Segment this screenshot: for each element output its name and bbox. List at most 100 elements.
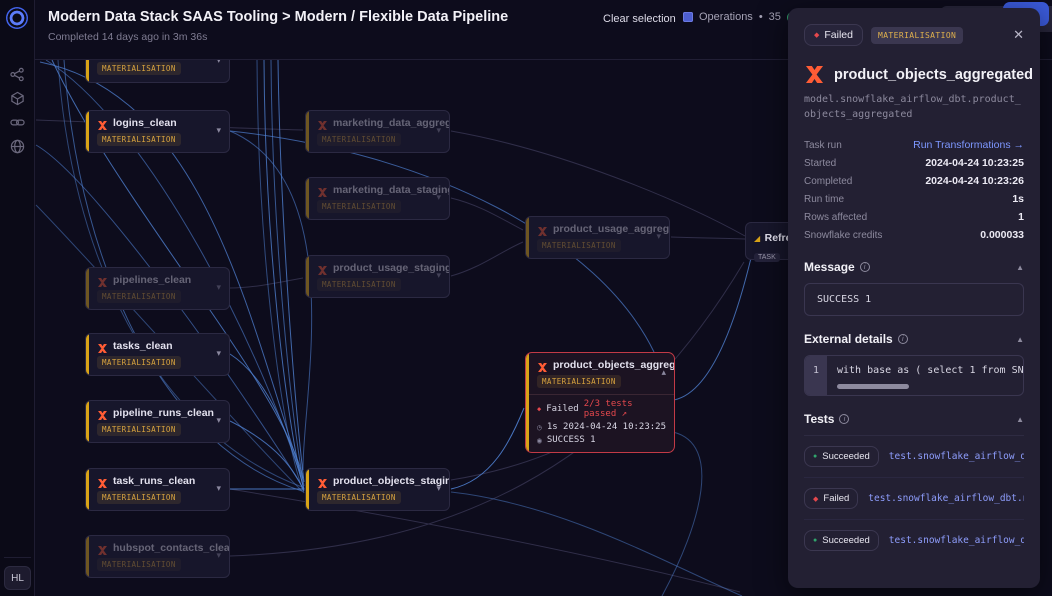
chevron-up-icon[interactable]: ▴ — [661, 367, 666, 377]
dag-node-label: logins_clean — [113, 117, 177, 129]
task-run-link[interactable]: Run Transformations → — [913, 139, 1024, 151]
collapse-icon[interactable]: ▲ — [1016, 334, 1024, 344]
succeeded-dot-icon: ● — [813, 537, 818, 544]
operations-count: 35 — [768, 11, 781, 23]
info-icon[interactable]: i — [897, 334, 908, 344]
node-status-stripe — [86, 111, 89, 152]
dag-node[interactable]: pipeline_runs_clean ▾ MATERIALISATION — [85, 400, 230, 443]
dag-node[interactable]: logins_clean ▾ MATERIALISATION — [85, 110, 230, 153]
runtime-value: 1s — [1012, 193, 1024, 205]
bullet: • — [758, 11, 763, 23]
succeeded-dot-icon: ● — [813, 453, 818, 460]
dbt-icon — [97, 118, 108, 130]
chevron-down-icon[interactable]: ▾ — [656, 231, 661, 241]
failed-diamond-icon: ◆ — [537, 405, 542, 413]
materialisation-badge: MATERIALISATION — [97, 491, 181, 504]
dag-node-label: product_usage_aggregated — [553, 223, 670, 235]
test-status-badge: ◆ Failed — [804, 488, 859, 509]
link-icon[interactable] — [9, 115, 25, 130]
close-icon[interactable]: ✕ — [1013, 27, 1024, 42]
test-row: ●Succeeded test.snowflake_airflow_dbt.un… — [804, 436, 1024, 478]
test-link[interactable]: test.snowflake_airflow_dbt.unique_pro — [888, 451, 1024, 462]
node-status-stripe — [526, 217, 529, 258]
dag-node[interactable]: hubspot_contacts_clean ▾ MATERIALISATION — [85, 535, 230, 578]
dbt-icon — [97, 543, 108, 555]
credits-value: 0.000033 — [980, 229, 1024, 241]
dag-node[interactable]: marketing_data_staging ▾ MATERIALISATION — [305, 177, 450, 220]
chevron-down-icon[interactable]: ▾ — [216, 55, 221, 65]
materialisation-badge: MATERIALISATION — [537, 239, 621, 252]
info-icon[interactable]: i — [839, 414, 850, 424]
chevron-down-icon[interactable]: ▾ — [216, 550, 221, 560]
chevron-down-icon[interactable]: ▾ — [436, 483, 441, 493]
collapse-icon[interactable]: ▲ — [1016, 414, 1024, 424]
cube-icon[interactable] — [10, 91, 25, 106]
credits-label: Snowflake credits — [804, 229, 883, 241]
node-status-stripe — [306, 111, 309, 152]
globe-icon[interactable] — [10, 139, 25, 154]
breadcrumb-title: Modern Data Stack SAAS Tooling > Modern … — [48, 9, 509, 25]
materialisation-badge: MATERIALISATION — [537, 375, 621, 388]
dag-node-label: task_runs_clean — [113, 475, 196, 487]
test-status-badge: ● Succeeded — [804, 446, 879, 467]
dbt-icon — [317, 476, 328, 488]
node-detail-panel: ◆ Failed MATERIALISATION ✕ product_objec… — [788, 8, 1040, 588]
node-status-stripe — [306, 178, 309, 219]
chevron-down-icon[interactable]: ▾ — [216, 282, 221, 292]
dag-node-label: hubspot_contacts_clean — [113, 542, 230, 554]
dag-node-label: product_objects_aggregated — [553, 359, 675, 371]
node-divider — [529, 394, 674, 395]
user-avatar[interactable]: HL — [4, 566, 31, 590]
dag-node[interactable]: tasks_clean ▾ MATERIALISATION — [85, 333, 230, 376]
info-icon[interactable]: i — [859, 262, 870, 272]
node-status-stripe — [526, 353, 529, 452]
warning-triangle-icon: ◢ — [754, 234, 761, 243]
horizontal-scrollbar[interactable] — [837, 384, 909, 389]
message-circle-icon: ◉ — [537, 435, 542, 445]
dag-node-label: pipeline_runs_clean — [113, 407, 214, 419]
rows-affected-value: 1 — [1018, 211, 1024, 223]
chevron-down-icon[interactable]: ▾ — [216, 125, 221, 135]
dag-node[interactable]: product_objects_staging ▾ MATERIALISATIO… — [305, 468, 450, 511]
dag-node-label: marketing_data_staging — [333, 184, 450, 196]
tests-list: ●Succeeded test.snowflake_airflow_dbt.un… — [804, 436, 1024, 561]
runtime-label: Run time — [804, 193, 845, 205]
test-status-badge: ● Succeeded — [804, 530, 879, 551]
materialisation-badge: MATERIALISATION — [317, 133, 401, 146]
completed-label: Completed — [804, 175, 853, 187]
chevron-down-icon[interactable]: ▾ — [436, 125, 441, 135]
materialisation-badge: MATERIALISATION — [97, 62, 181, 75]
node-status-stripe — [306, 256, 309, 297]
collapse-icon[interactable]: ▲ — [1016, 262, 1024, 272]
materialisation-badge: MATERIALISATION — [317, 200, 401, 213]
dbt-icon — [97, 275, 108, 287]
chevron-down-icon[interactable]: ▾ — [436, 270, 441, 280]
test-link[interactable]: test.snowflake_airflow_dbt.not_null_pr — [888, 535, 1024, 546]
dag-node[interactable]: product_usage_staging ▾ MATERIALISATION — [305, 255, 450, 298]
materialisation-badge: MATERIALISATION — [97, 133, 181, 146]
dag-node-label: tasks_clean — [113, 340, 173, 352]
dag-node[interactable]: task_runs_clean ▾ MATERIALISATION — [85, 468, 230, 511]
rows-affected-label: Rows affected — [804, 211, 868, 223]
materialisation-badge: MATERIALISATION — [317, 491, 401, 504]
node-status-stripe — [86, 536, 89, 577]
pipeline-graph-icon[interactable] — [9, 67, 25, 82]
started-value: 2024-04-24 10:23:25 — [925, 157, 1024, 169]
chevron-down-icon[interactable]: ▾ — [216, 348, 221, 358]
orchestra-logo-icon[interactable] — [6, 7, 28, 29]
chevron-down-icon[interactable]: ▾ — [216, 415, 221, 425]
test-link[interactable]: test.snowflake_airflow_dbt.not_null_pr — [868, 493, 1024, 504]
tests-summary-link[interactable]: 2/3 tests passed ↗ — [583, 399, 633, 419]
dag-node-selected[interactable]: product_objects_aggregated ▴ MATERIALISA… — [525, 352, 675, 453]
materialisation-badge: MATERIALISATION — [97, 356, 181, 369]
message-heading: Message — [804, 260, 855, 274]
dbt-icon — [317, 118, 328, 130]
clock-icon: ◷ — [537, 422, 542, 432]
dag-node[interactable]: pipelines_clean ▾ MATERIALISATION — [85, 267, 230, 310]
dag-node[interactable]: product_usage_aggregated ▾ MATERIALISATI… — [525, 216, 670, 259]
dag-node[interactable]: marketing_data_aggregated ▾ MATERIALISAT… — [305, 110, 450, 153]
chevron-down-icon[interactable]: ▾ — [436, 192, 441, 202]
node-status-stripe — [86, 401, 89, 442]
chevron-down-icon[interactable]: ▾ — [216, 483, 221, 493]
clear-selection-button[interactable]: Clear selection — [603, 13, 676, 25]
